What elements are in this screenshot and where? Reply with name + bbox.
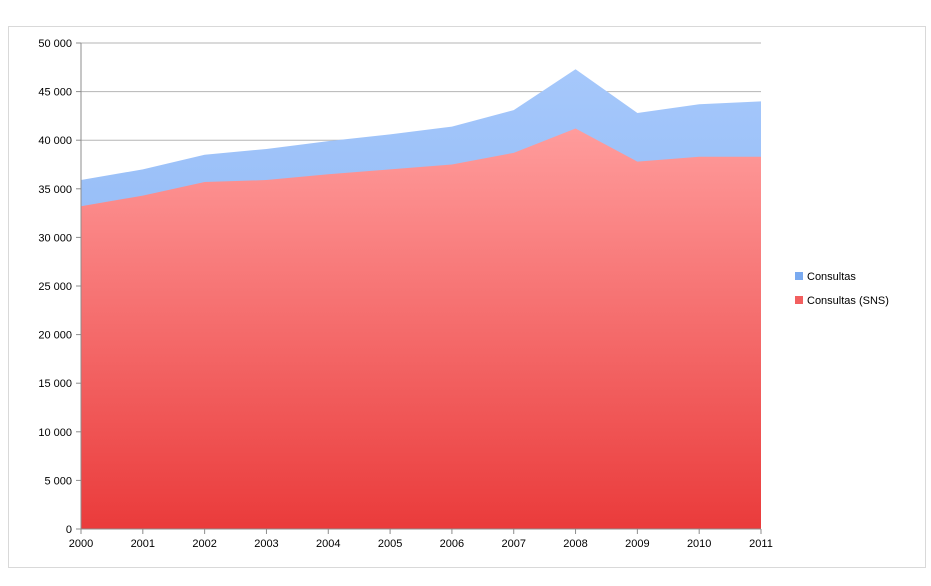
x-tick-label: 2010 bbox=[687, 538, 711, 550]
y-tick-label: 20 000 bbox=[38, 330, 72, 342]
x-tick-label: 2004 bbox=[316, 538, 340, 550]
y-tick-label: 40 000 bbox=[38, 135, 72, 147]
series-area-consultas-sns bbox=[81, 128, 761, 529]
y-tick-label: 30 000 bbox=[38, 232, 72, 244]
y-tick-label: 15 000 bbox=[38, 378, 72, 390]
legend-label: Consultas bbox=[807, 271, 856, 283]
series-areas bbox=[81, 69, 761, 529]
x-tick-label: 2001 bbox=[131, 538, 155, 550]
x-tick-label: 2002 bbox=[192, 538, 216, 550]
y-tick-label: 10 000 bbox=[38, 427, 72, 439]
y-tick-label: 50 000 bbox=[38, 38, 72, 50]
y-tick-label: 25 000 bbox=[38, 281, 72, 293]
legend: Consultas Consultas (SNS) bbox=[795, 271, 889, 307]
y-tick-label: 5 000 bbox=[44, 475, 72, 487]
y-axis-ticks: 0 5 000 10 000 15 000 20 000 25 000 30 000 35 0… bbox=[38, 38, 81, 536]
x-tick-label: 2005 bbox=[378, 538, 402, 550]
x-tick-label: 2003 bbox=[254, 538, 278, 550]
chart-frame: 0 5 000 10 000 15 000 20 000 25 000 30 000 35 0… bbox=[8, 26, 926, 568]
x-tick-label: 2006 bbox=[440, 538, 464, 550]
x-tick-label: 2011 bbox=[749, 538, 773, 550]
x-tick-label: 2009 bbox=[625, 538, 649, 550]
x-tick-label: 2007 bbox=[501, 538, 525, 550]
legend-swatch bbox=[795, 272, 803, 280]
y-tick-label: 0 bbox=[66, 524, 72, 536]
y-tick-label: 45 000 bbox=[38, 87, 72, 99]
y-tick-label: 35 000 bbox=[38, 184, 72, 196]
legend-swatch bbox=[795, 296, 803, 304]
x-tick-label: 2008 bbox=[563, 538, 587, 550]
legend-label: Consultas (SNS) bbox=[807, 295, 889, 307]
x-tick-label: 2000 bbox=[69, 538, 93, 550]
x-axis-ticks: 2000 2001 2002 2003 2004 2005 2006 2007 2008 2009… bbox=[69, 529, 773, 550]
area-chart: 0 5 000 10 000 15 000 20 000 25 000 30 000 35 0… bbox=[38, 38, 889, 550]
